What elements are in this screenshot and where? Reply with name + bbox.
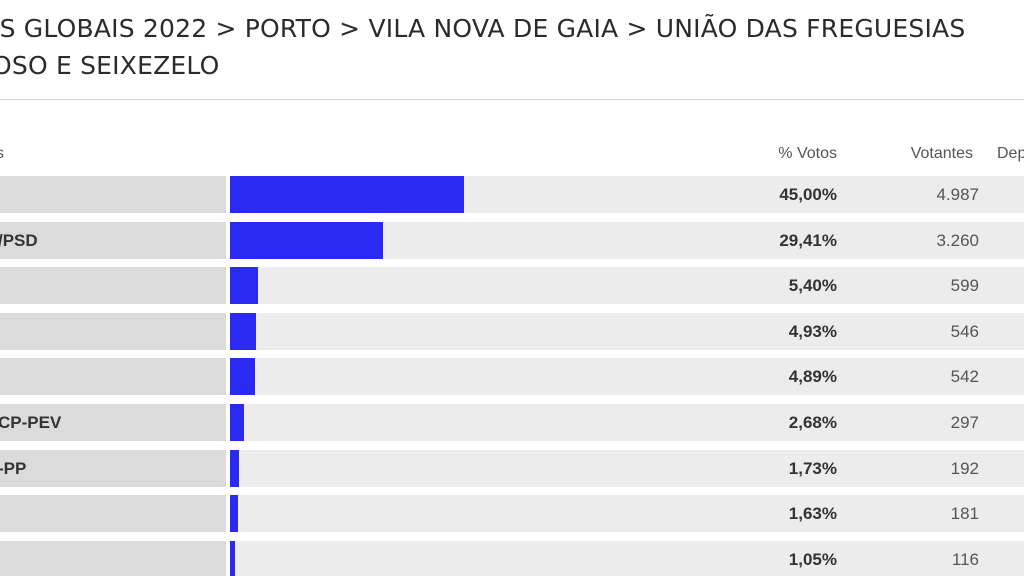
table-row[interactable]: 1,63% 181 [0, 495, 1024, 532]
table-row[interactable]: 45,00% 4.987 [0, 176, 1024, 213]
vote-percentage: 5,40% [788, 276, 837, 295]
vote-percentage: 2,68% [788, 413, 837, 432]
table-row[interactable]: 4,89% 542 [0, 358, 1024, 395]
vote-share-bar [230, 267, 258, 304]
header-divider [0, 99, 1024, 100]
table-row[interactable]: 5,40% 599 [0, 267, 1024, 304]
table-row[interactable]: -PP 1,73% 192 [0, 450, 1024, 487]
voter-count: 542 [950, 367, 979, 386]
party-label-cell [0, 495, 226, 532]
bar-track [230, 495, 1024, 532]
bar-track [230, 404, 1024, 441]
party-name: -PP [0, 459, 27, 478]
vote-percentage: 4,93% [788, 322, 837, 341]
table-row[interactable]: 1,05% 116 [0, 541, 1024, 576]
party-label-cell [0, 404, 226, 441]
vote-percentage: 45,00% [779, 185, 837, 204]
vote-percentage: 1,73% [788, 459, 837, 478]
vote-percentage: 29,41% [779, 231, 837, 250]
vote-share-bar [230, 358, 255, 395]
breadcrumb: IS GLOBAIS 2022 > PORTO > VILA NOVA DE G… [0, 14, 966, 80]
voter-count: 181 [950, 504, 979, 523]
vote-share-bar [230, 495, 238, 532]
party-label-cell [0, 541, 226, 576]
party-label-cell [0, 358, 226, 395]
bar-track [230, 541, 1024, 576]
party-label-cell [0, 313, 226, 350]
voter-count: 3.260 [936, 231, 979, 250]
column-header-pct-votes[interactable]: % Votos [778, 145, 837, 162]
voter-count: 546 [950, 322, 979, 341]
voter-count: 116 [951, 550, 979, 569]
voter-count: 4.987 [936, 185, 979, 204]
party-label-cell [0, 222, 226, 259]
table-row[interactable]: CP-PEV 2,68% 297 [0, 404, 1024, 441]
voter-count: 599 [950, 276, 979, 295]
bar-track [230, 450, 1024, 487]
table-row[interactable]: /PSD 29,41% 3.260 [0, 222, 1024, 259]
party-name: /PSD [0, 231, 38, 250]
column-header-party: s [0, 145, 4, 162]
vote-share-bar [230, 404, 244, 441]
bar-track [230, 358, 1024, 395]
vote-share-bar [230, 222, 383, 259]
column-header-voters[interactable]: Votantes [910, 145, 973, 162]
vote-share-bar [230, 313, 256, 350]
vote-percentage: 4,89% [788, 367, 837, 386]
party-name: CP-PEV [0, 413, 62, 432]
party-label-cell [0, 267, 226, 304]
party-label-cell [0, 450, 226, 487]
vote-percentage: 1,63% [788, 504, 837, 523]
table-row[interactable]: 4,93% 546 [0, 313, 1024, 350]
vote-share-bar [230, 450, 239, 487]
bar-track [230, 313, 1024, 350]
vote-share-bar [230, 541, 235, 576]
voter-count: 297 [950, 413, 979, 432]
vote-share-bar [230, 176, 464, 213]
vote-percentage: 1,05% [788, 550, 837, 569]
bar-track [230, 267, 1024, 304]
voter-count: 192 [950, 459, 979, 478]
column-header-deputies[interactable]: Dep [997, 145, 1024, 162]
party-label-cell [0, 176, 226, 213]
